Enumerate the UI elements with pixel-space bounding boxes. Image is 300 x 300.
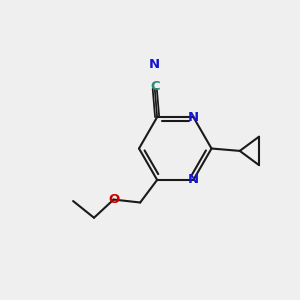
Text: C: C bbox=[150, 80, 160, 93]
Text: N: N bbox=[188, 111, 199, 124]
Text: N: N bbox=[149, 58, 160, 71]
Text: O: O bbox=[108, 193, 119, 206]
Text: N: N bbox=[188, 173, 199, 186]
